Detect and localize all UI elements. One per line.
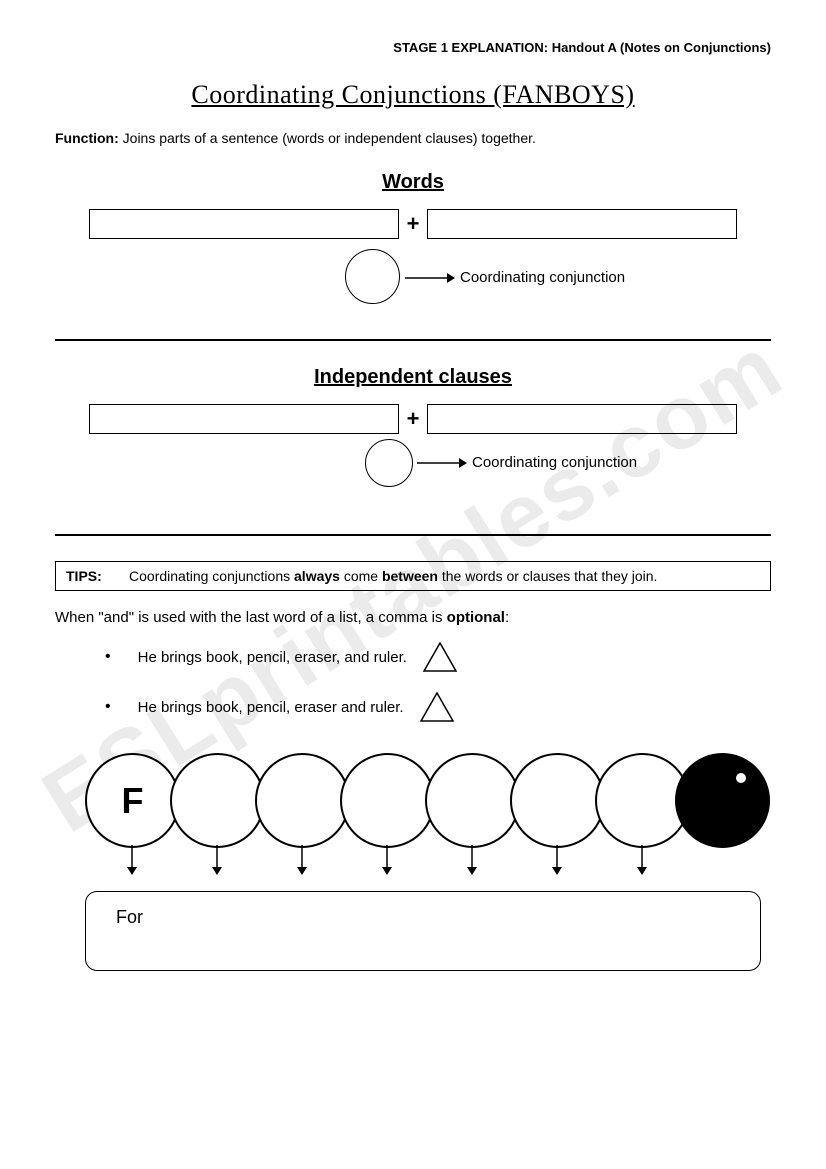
arrow-right-icon <box>405 271 455 285</box>
tips-b1: always <box>294 568 340 584</box>
words-plus: + <box>407 211 420 237</box>
function-text: Joins parts of a sentence (words or inde… <box>119 130 536 146</box>
cat-eye-icon <box>736 773 746 783</box>
tips-mid: come <box>340 568 382 584</box>
note-line: When "and" is used with the last word of… <box>55 609 771 626</box>
caterpillar-diagram: F <box>85 753 771 883</box>
cat-head <box>675 753 770 848</box>
words-connector: Coordinating conjunction <box>55 244 771 324</box>
divider-2 <box>55 534 771 536</box>
arrow-down-icon <box>210 845 224 875</box>
tips-pre: Coordinating conjunctions <box>129 568 294 584</box>
independent-box-left <box>89 404 399 434</box>
note-pre: When "and" is used with the last word of… <box>55 609 447 626</box>
function-line: Function: Joins parts of a sentence (wor… <box>55 130 771 146</box>
words-section-title: Words <box>55 171 771 194</box>
tips-b2: between <box>382 568 438 584</box>
arrow-right-icon <box>417 456 467 470</box>
cat-segment-3 <box>340 753 435 848</box>
tips-post: the words or clauses that they join. <box>438 568 657 584</box>
bullet-text-1: He brings book, pencil, eraser and ruler… <box>138 699 404 716</box>
cat-segment-0: F <box>85 753 180 848</box>
arrow-down-icon <box>465 845 479 875</box>
cat-letter-0: F <box>122 780 144 822</box>
answer-box: For <box>85 891 761 971</box>
arrow-down-icon <box>295 845 309 875</box>
divider-1 <box>55 339 771 341</box>
words-circle <box>345 249 400 304</box>
independent-section-title: Independent clauses <box>55 366 771 389</box>
arrow-down-icon <box>125 845 139 875</box>
triangle-icon <box>422 641 458 673</box>
tips-box: TIPS: Coordinating conjunctions always c… <box>55 561 771 591</box>
tips-label: TIPS: <box>66 568 102 584</box>
cat-segment-5 <box>510 753 605 848</box>
independent-box-row: + <box>55 404 771 434</box>
arrow-down-icon <box>380 845 394 875</box>
note-b: optional <box>447 609 505 626</box>
answer-text: For <box>116 907 143 927</box>
triangle-icon <box>419 691 455 723</box>
words-arrow-label: Coordinating conjunction <box>405 269 625 286</box>
independent-circle <box>365 439 413 487</box>
bullet-text-0: He brings book, pencil, eraser, and rule… <box>138 649 407 666</box>
cat-segment-1 <box>170 753 265 848</box>
function-label: Function: <box>55 130 119 146</box>
independent-connector: Coordinating conjunction <box>55 439 771 519</box>
cat-segment-4 <box>425 753 520 848</box>
words-box-row: + <box>55 209 771 239</box>
note-post: : <box>505 609 509 626</box>
arrow-down-icon <box>550 845 564 875</box>
list-item: He brings book, pencil, eraser and ruler… <box>105 691 771 723</box>
independent-cc-label: Coordinating conjunction <box>472 454 637 471</box>
bullet-list: He brings book, pencil, eraser, and rule… <box>55 641 771 723</box>
header-note: STAGE 1 EXPLANATION: Handout A (Notes on… <box>55 40 771 55</box>
words-cc-label: Coordinating conjunction <box>460 269 625 286</box>
independent-arrow-label: Coordinating conjunction <box>417 454 637 471</box>
words-box-right <box>427 209 737 239</box>
independent-plus: + <box>407 406 420 432</box>
list-item: He brings book, pencil, eraser, and rule… <box>105 641 771 673</box>
cat-segment-2 <box>255 753 350 848</box>
arrow-down-icon <box>635 845 649 875</box>
words-box-left <box>89 209 399 239</box>
main-title: Coordinating Conjunctions (FANBOYS) <box>55 80 771 110</box>
independent-box-right <box>427 404 737 434</box>
